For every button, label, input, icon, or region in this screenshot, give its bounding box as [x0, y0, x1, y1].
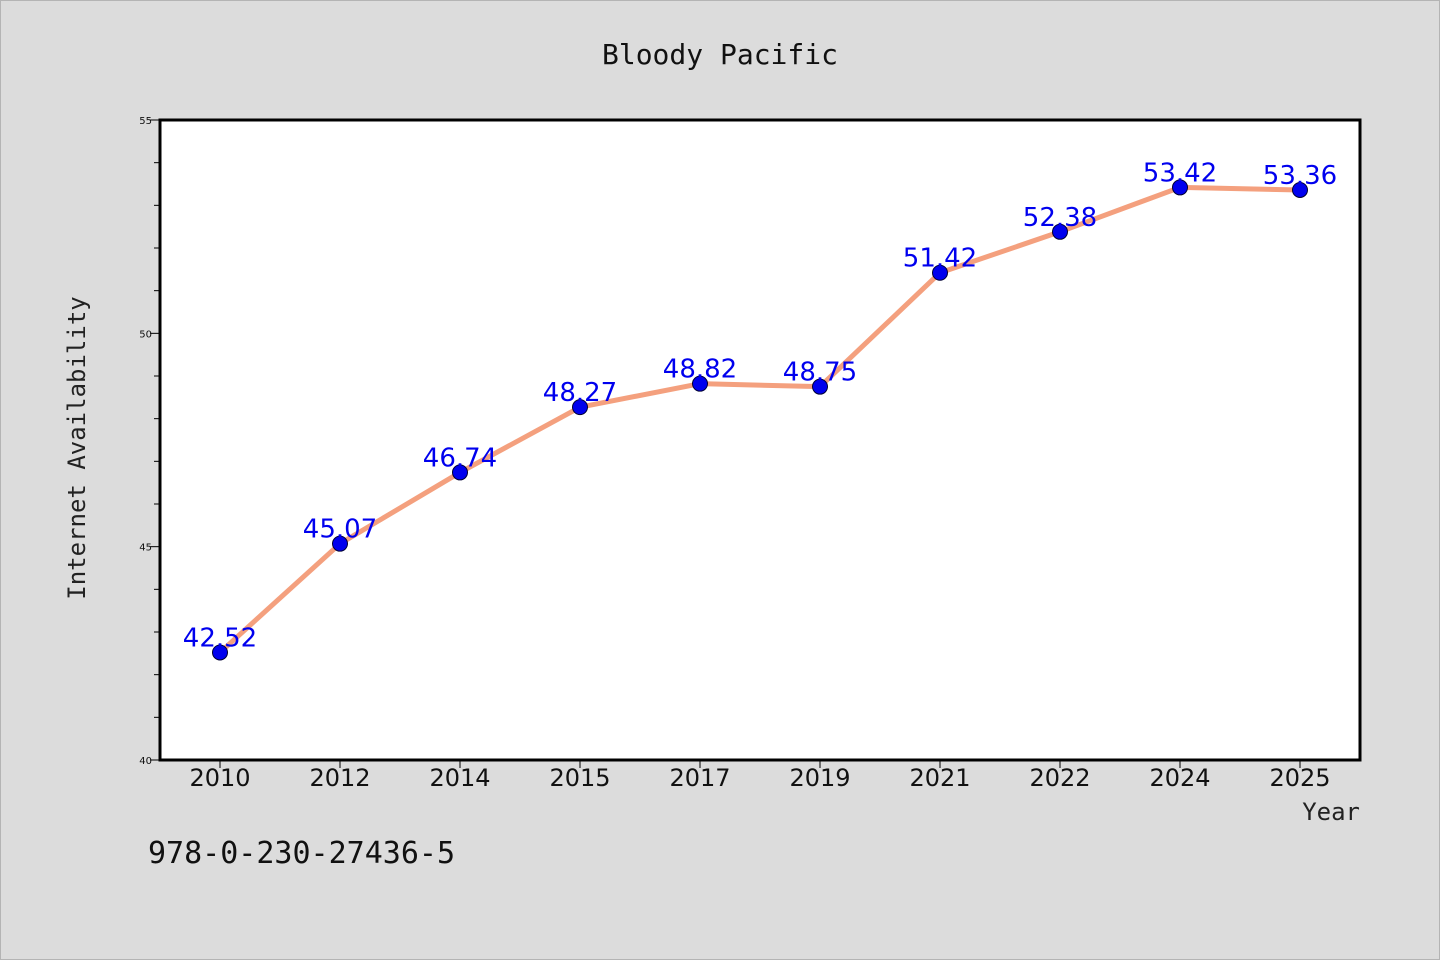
data-label: 45.07 — [303, 515, 377, 545]
x-tick-label: 2021 — [909, 764, 970, 792]
data-label: 52.38 — [1023, 203, 1097, 233]
y-tick-label: 55 — [139, 116, 152, 127]
data-point — [932, 264, 948, 281]
series-line — [217, 184, 1303, 655]
data-point — [812, 378, 828, 395]
x-tick-label: 2015 — [549, 764, 610, 792]
data-labels-layer: 42.52 45.07 46.74 48.27 48.82 48.75 51.42 52.38… — [183, 158, 1337, 653]
data-point — [212, 644, 228, 661]
plot-area — [158, 118, 1362, 762]
x-tick-label: 2022 — [1029, 764, 1090, 792]
data-point — [1292, 181, 1308, 198]
x-tick-label: 2014 — [429, 764, 490, 792]
x-tick-label: 2025 — [1269, 764, 1330, 792]
x-axis-label: Year — [1302, 798, 1360, 826]
data-point — [452, 464, 468, 481]
data-label: 48.27 — [543, 378, 617, 408]
data-point — [692, 375, 708, 392]
data-label: 51.42 — [903, 244, 977, 274]
y-tick-label: 50 — [139, 329, 152, 340]
y-axis-label: Internet Availability — [63, 296, 91, 599]
data-label: 53.36 — [1263, 161, 1337, 191]
y-tick-label: 45 — [139, 543, 152, 554]
x-tick-label: 2024 — [1149, 764, 1210, 792]
data-label: 42.52 — [183, 623, 257, 653]
data-point — [332, 535, 348, 552]
x-tick-label: 2010 — [189, 764, 250, 792]
x-tick-label: 2019 — [789, 764, 850, 792]
data-point — [1172, 179, 1188, 196]
data-point — [572, 399, 588, 416]
data-label: 46.74 — [423, 443, 497, 473]
y-tick-label: 40 — [139, 756, 152, 767]
series-layer — [212, 179, 1308, 661]
x-tick-label: 2012 — [309, 764, 370, 792]
x-axis: 2010 2012 2014 2015 2017 2019 2021 2022 2024 2025 — [189, 760, 1331, 792]
data-label: 48.75 — [783, 358, 857, 388]
y-axis: 40 45 50 55 — [139, 116, 160, 767]
chart-title: Bloody Pacific — [602, 38, 838, 71]
data-label: 53.42 — [1143, 158, 1217, 188]
x-tick-label: 2017 — [669, 764, 730, 792]
data-label: 48.82 — [663, 355, 737, 385]
data-point — [1052, 223, 1068, 240]
isbn-text: 978-0-230-27436-5 — [148, 836, 455, 871]
